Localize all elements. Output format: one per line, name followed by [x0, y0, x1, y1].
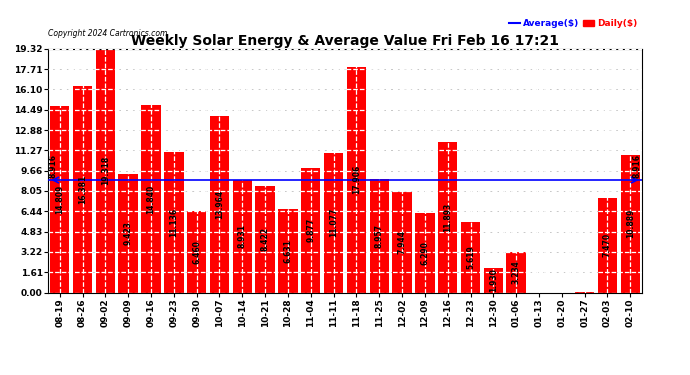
Text: 16.381: 16.381: [78, 174, 87, 204]
Bar: [210, 116, 229, 292]
Bar: [393, 192, 412, 292]
Text: 6.631: 6.631: [284, 239, 293, 262]
Text: 14.809: 14.809: [55, 184, 64, 214]
Text: 5.619: 5.619: [466, 245, 475, 269]
Text: 8.916: 8.916: [632, 154, 641, 178]
Bar: [187, 211, 206, 292]
Text: 3.234: 3.234: [512, 260, 521, 284]
Bar: [119, 174, 138, 292]
Text: 11.893: 11.893: [443, 203, 452, 232]
Bar: [301, 168, 320, 292]
Bar: [620, 155, 640, 292]
Text: 19.318: 19.318: [101, 156, 110, 185]
Bar: [164, 152, 184, 292]
Bar: [506, 252, 526, 292]
Text: 1.930: 1.930: [489, 268, 498, 292]
Title: Weekly Solar Energy & Average Value Fri Feb 16 17:21: Weekly Solar Energy & Average Value Fri …: [131, 34, 559, 48]
Bar: [233, 180, 252, 292]
Text: 7.470: 7.470: [603, 233, 612, 258]
Bar: [141, 105, 161, 292]
Bar: [73, 86, 92, 292]
Bar: [484, 268, 503, 292]
Bar: [370, 180, 389, 292]
Bar: [598, 198, 617, 292]
Text: 17.906: 17.906: [352, 165, 361, 194]
Text: 6.460: 6.460: [192, 240, 201, 264]
Text: 11.136: 11.136: [169, 208, 178, 237]
Text: 8.931: 8.931: [238, 224, 247, 248]
Text: 7.944: 7.944: [397, 230, 406, 254]
Bar: [461, 222, 480, 292]
Text: 8.957: 8.957: [375, 224, 384, 248]
Text: 14.840: 14.840: [146, 184, 155, 213]
Legend: Average($), Daily($): Average($), Daily($): [509, 19, 637, 28]
Text: Copyright 2024 Cartronics.com: Copyright 2024 Cartronics.com: [48, 29, 168, 38]
Bar: [346, 67, 366, 292]
Text: 11.077: 11.077: [329, 208, 338, 237]
Bar: [415, 213, 435, 292]
Text: 6.290: 6.290: [420, 241, 429, 265]
Bar: [96, 49, 115, 292]
Bar: [50, 106, 70, 292]
Text: 9.877: 9.877: [306, 218, 315, 242]
Text: 8.916: 8.916: [49, 154, 58, 178]
Text: 8.422: 8.422: [261, 227, 270, 251]
Bar: [278, 209, 297, 292]
Bar: [324, 153, 344, 292]
Text: 10.889: 10.889: [626, 209, 635, 238]
Text: 13.964: 13.964: [215, 190, 224, 219]
Bar: [255, 186, 275, 292]
Bar: [438, 142, 457, 292]
Text: 9.423: 9.423: [124, 221, 132, 245]
